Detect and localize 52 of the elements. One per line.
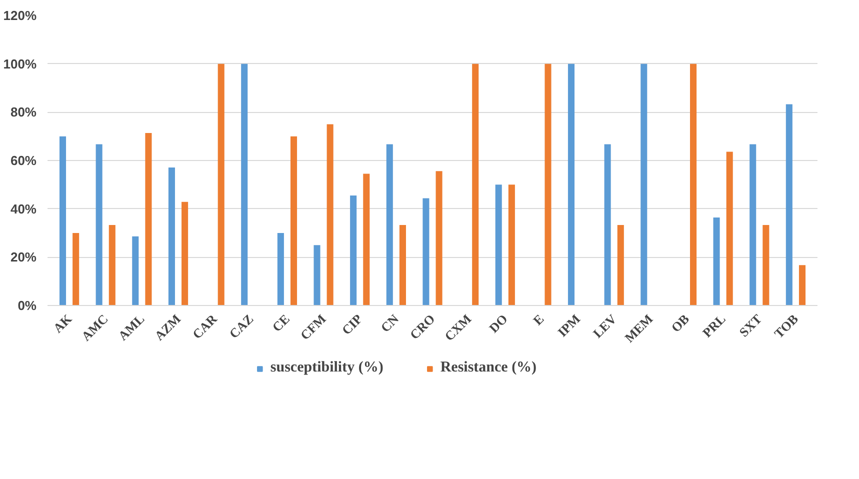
legend-label: Resistance (%) bbox=[440, 360, 537, 376]
y-tick-label: 40% bbox=[10, 201, 37, 216]
bar bbox=[108, 225, 116, 306]
bar bbox=[508, 184, 515, 306]
x-tick-label: OB bbox=[668, 310, 692, 336]
y-tick-label: 60% bbox=[10, 153, 37, 168]
bar bbox=[277, 233, 284, 306]
legend-label: susceptibility (%) bbox=[270, 360, 384, 376]
bar bbox=[495, 184, 502, 306]
bar bbox=[568, 64, 575, 306]
bar bbox=[786, 104, 792, 306]
y-tick-label: 0% bbox=[18, 298, 37, 313]
bar bbox=[472, 64, 479, 306]
bar bbox=[290, 136, 298, 306]
bar bbox=[326, 124, 334, 306]
bar bbox=[762, 225, 770, 306]
bar bbox=[241, 64, 248, 306]
bar bbox=[182, 202, 188, 306]
bar bbox=[145, 132, 152, 306]
bar bbox=[350, 196, 357, 306]
bar bbox=[314, 245, 320, 306]
x-tick-label: CIP bbox=[338, 311, 366, 338]
bar bbox=[690, 64, 697, 306]
bar bbox=[72, 233, 80, 306]
bar bbox=[386, 144, 393, 306]
bar bbox=[59, 136, 66, 306]
bar bbox=[132, 236, 139, 306]
bar bbox=[617, 225, 624, 306]
bar bbox=[96, 144, 102, 306]
bar bbox=[544, 64, 552, 306]
bar bbox=[604, 144, 611, 306]
bar bbox=[798, 265, 806, 306]
x-tick-label: DO bbox=[486, 311, 510, 336]
x-tick-label: CE bbox=[269, 311, 293, 335]
x-tick-label: PRL bbox=[699, 310, 729, 340]
x-tick-label: CN bbox=[378, 310, 402, 336]
bar bbox=[218, 64, 224, 306]
y-tick-label: 80% bbox=[10, 104, 37, 120]
y-tick-label: 20% bbox=[10, 250, 37, 265]
bar bbox=[363, 174, 370, 306]
bar bbox=[436, 171, 442, 306]
bar bbox=[713, 218, 720, 306]
bar bbox=[168, 168, 175, 306]
bar bbox=[750, 144, 756, 306]
bar bbox=[399, 225, 406, 306]
bar bbox=[726, 152, 733, 306]
bar bbox=[640, 64, 648, 306]
x-tick-label: AK bbox=[50, 310, 76, 336]
y-tick-label: 100% bbox=[3, 56, 37, 72]
bar bbox=[422, 198, 430, 306]
x-tick-label: E bbox=[530, 311, 547, 328]
y-tick-label: 120% bbox=[3, 8, 37, 23]
